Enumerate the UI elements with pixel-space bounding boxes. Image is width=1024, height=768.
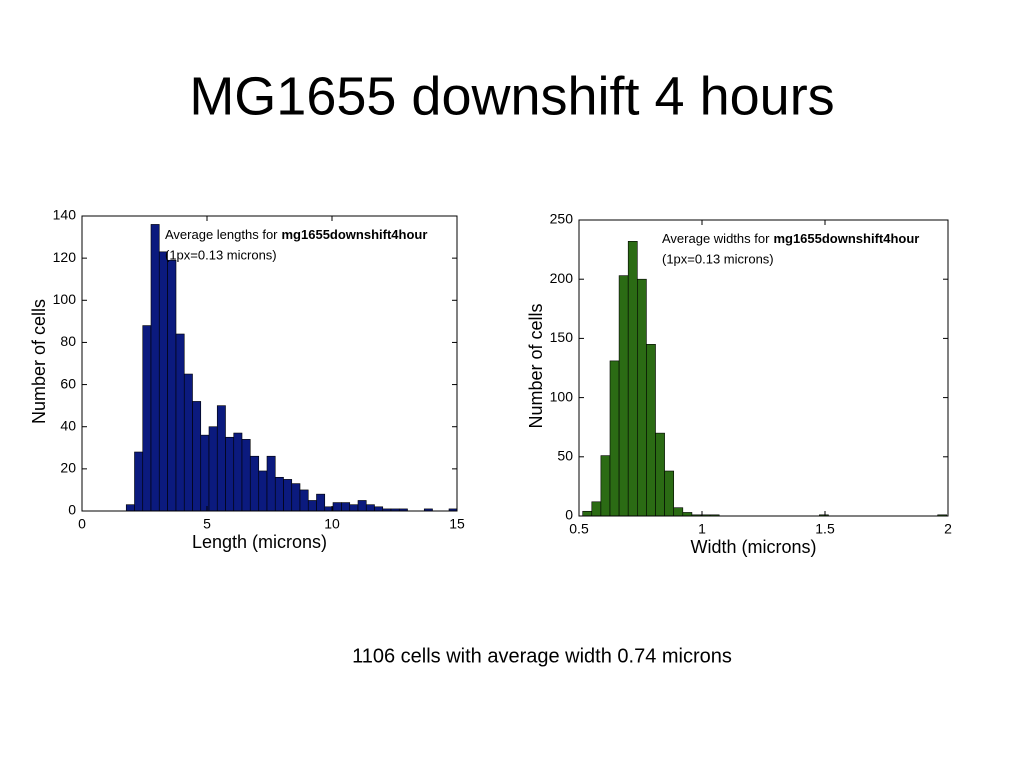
bar	[167, 259, 177, 512]
bar	[200, 434, 210, 512]
bar	[283, 479, 293, 512]
bar	[582, 510, 593, 517]
annotation: Average lengths for mg1655downshift4hour	[165, 227, 427, 242]
y-tick-label: 100	[53, 291, 77, 307]
annotation-bold: mg1655downshift4hour	[282, 227, 428, 242]
x-tick-label: 1.5	[815, 521, 835, 537]
x-tick-label: 10	[324, 516, 340, 532]
annotation-text: Average widths for	[662, 231, 770, 246]
bar	[233, 432, 243, 512]
bar	[266, 455, 276, 512]
bar	[627, 241, 638, 517]
y-tick-label: 80	[60, 333, 76, 349]
bar	[291, 483, 301, 512]
y-tick-label: 120	[53, 249, 77, 265]
x-tick-label: 15	[449, 516, 465, 532]
x-axis-label: Length (microns)	[192, 532, 327, 552]
x-tick-label: 2	[944, 521, 952, 537]
bar	[591, 501, 602, 517]
bar	[609, 360, 620, 517]
plot-frame	[81, 215, 458, 512]
bar	[307, 500, 317, 512]
bar	[357, 500, 367, 512]
bar	[682, 512, 693, 517]
bar	[349, 504, 359, 512]
y-tick-label: 140	[53, 207, 77, 223]
plot-frame	[578, 219, 949, 517]
y-tick-label: 0	[68, 502, 76, 518]
bar	[125, 504, 135, 512]
bar	[225, 436, 235, 512]
bar	[664, 470, 675, 517]
bar	[142, 325, 152, 512]
slide-title: MG1655 downshift 4 hours	[189, 66, 834, 126]
bar	[175, 333, 185, 512]
bar	[274, 476, 284, 512]
bar	[618, 275, 629, 517]
x-tick-label: 5	[203, 516, 211, 532]
y-tick-label: 100	[550, 388, 574, 404]
y-tick-label: 50	[557, 448, 573, 464]
y-tick-label: 0	[565, 507, 573, 523]
y-axis-label: Number of cells	[29, 299, 49, 424]
annotation-note: (1px=0.13 microns)	[662, 251, 774, 266]
annotation-note: (1px=0.13 microns)	[165, 247, 277, 262]
annotation: Average widths for mg1655downshift4hour	[662, 231, 919, 246]
bar	[341, 502, 351, 512]
caption: 1106 cells with average width 0.74 micro…	[352, 645, 732, 667]
bar	[365, 504, 375, 512]
bar	[374, 506, 384, 512]
bar	[646, 344, 656, 517]
x-tick-label: 0	[78, 516, 86, 532]
x-tick-label: 0.5	[569, 521, 589, 537]
bar	[299, 489, 309, 512]
annotation-bold: mg1655downshift4hour	[773, 231, 919, 246]
y-tick-label: 20	[60, 460, 76, 476]
y-tick-label: 200	[550, 270, 574, 286]
bar	[158, 251, 168, 512]
bar	[208, 426, 218, 512]
bar	[192, 401, 202, 512]
annotation-text: Average lengths for	[165, 227, 278, 242]
y-tick-label: 40	[60, 417, 76, 433]
y-tick-label: 60	[60, 375, 76, 391]
y-tick-label: 250	[550, 211, 574, 227]
bar	[241, 439, 251, 512]
x-tick-label: 1	[698, 521, 706, 537]
bar	[134, 451, 144, 512]
bar	[673, 507, 684, 517]
bar	[332, 502, 342, 512]
bar	[249, 455, 260, 512]
bar	[258, 470, 268, 512]
bar	[600, 455, 611, 517]
bar	[216, 405, 226, 512]
y-axis-label: Number of cells	[526, 303, 546, 428]
bar	[637, 278, 647, 517]
bar	[655, 432, 665, 517]
bar	[150, 224, 160, 512]
bar	[183, 373, 193, 512]
bar	[316, 493, 326, 512]
y-tick-label: 150	[550, 329, 574, 345]
x-axis-label: Width (microns)	[690, 537, 816, 557]
